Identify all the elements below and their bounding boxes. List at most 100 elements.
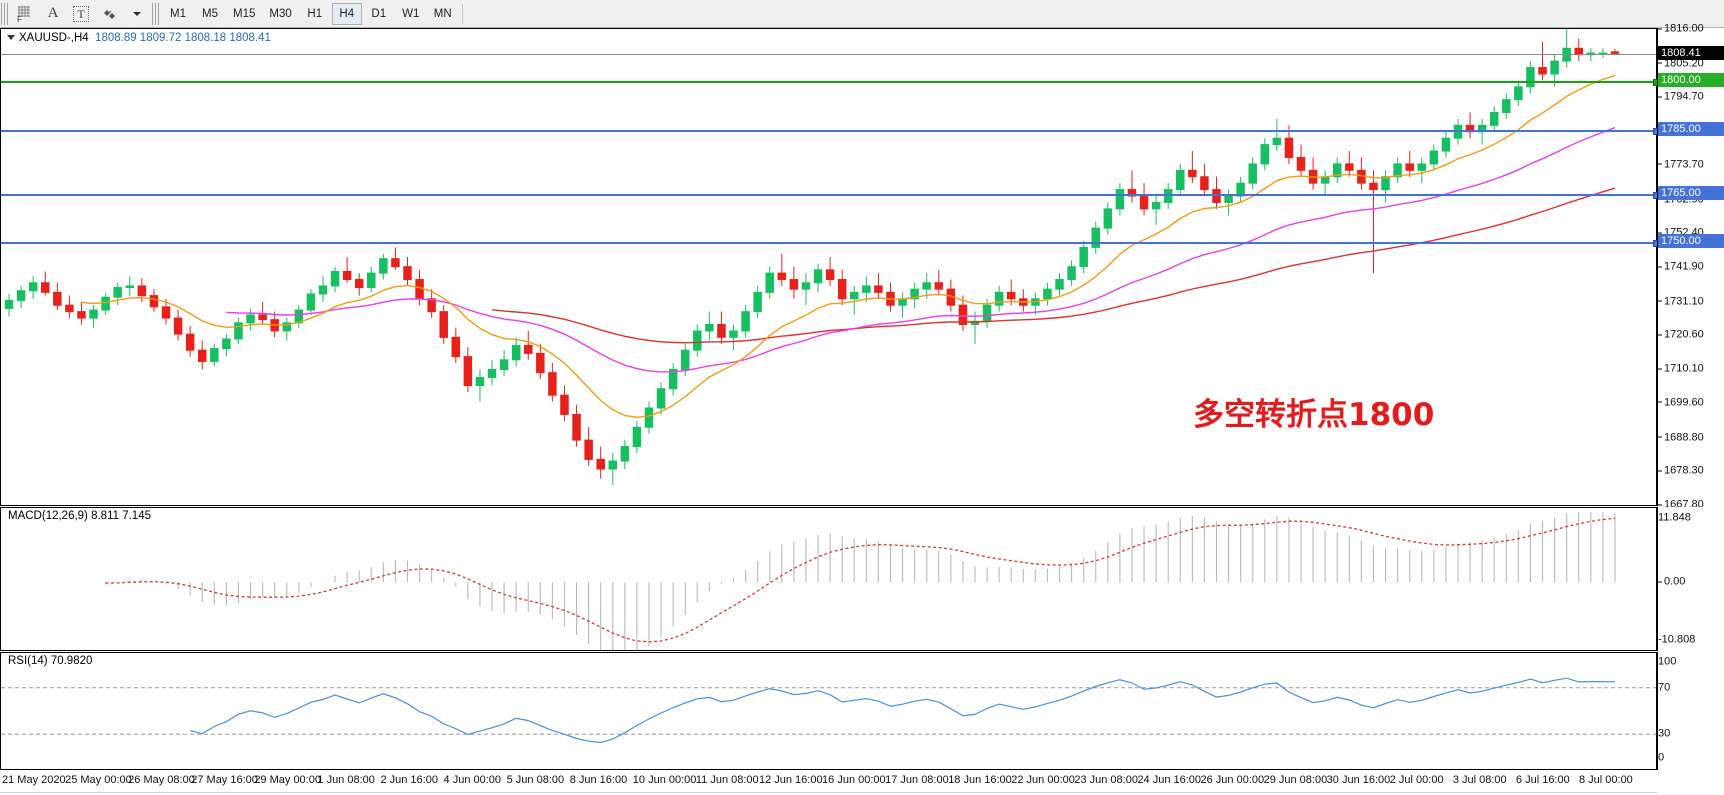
price-tick: 1720.60 <box>1658 328 1704 341</box>
macd-plot <box>1 508 1656 650</box>
price-tick-label: 1678.30 <box>1664 464 1704 477</box>
toolbar: F A T M1 M5 M15 M30 H1 H4 D1 W1 MN <box>0 0 1724 28</box>
rsi-tick: 70 <box>1658 682 1670 693</box>
rsi-tick: 0 <box>1658 752 1664 764</box>
time-axis-label: 8 Jun 16:00 <box>569 774 628 786</box>
price-badge-1808-41[interactable]: 1808.41 <box>1658 46 1724 61</box>
candlestick-svg <box>4 29 1620 486</box>
price-badge-1785-00[interactable]: 1785.00 <box>1658 121 1724 136</box>
toolbar-grip-2[interactable] <box>152 2 160 25</box>
symbol-label[interactable]: XAUUSD-,H4 1808.89 1809.72 1808.18 1808.… <box>7 32 271 44</box>
timeframe-d1[interactable]: D1 <box>371 7 387 20</box>
text-object-icon[interactable]: A <box>40 2 66 26</box>
price-tick: 1699.60 <box>1658 397 1704 408</box>
time-axis-label: 12 Jun 16:00 <box>758 774 823 786</box>
collapse-triangle-icon[interactable] <box>7 35 15 40</box>
price-badge-1750-00[interactable]: 1750.00 <box>1658 233 1724 248</box>
price-tick: 1752.40 <box>1658 226 1704 239</box>
macd-label: MACD(12,26,9) 8.811 7.145 <box>6 510 153 522</box>
chart-area: XAUUSD-,H4 1808.89 1809.72 1808.18 1808.… <box>0 23 1724 795</box>
chart-annotation-text: 多空转折点1800 <box>1193 397 1435 433</box>
timeframe-h1[interactable]: H1 <box>307 7 323 20</box>
price-tick: 1688.80 <box>1658 432 1704 443</box>
rsi-tick: 100 <box>1658 655 1677 668</box>
price-badge-1800-00[interactable]: 1800.00 <box>1658 73 1724 88</box>
time-axis-label: 17 Jun 08:00 <box>885 774 949 786</box>
toolbar-tools-group: F A T <box>11 0 151 28</box>
macd-svg <box>105 511 1616 650</box>
time-axis-label: 16 Jun 00:00 <box>822 774 886 786</box>
rsi-label: RSI(14) 70.9820 <box>6 655 95 667</box>
timeframe-m1[interactable]: M1 <box>170 7 186 20</box>
time-axis-label: 2 Jul 00:00 <box>1389 774 1444 786</box>
rsi-tick: 30 <box>1658 727 1671 740</box>
crosshair-icon[interactable]: F <box>12 2 38 26</box>
dropdown-arrow-icon[interactable] <box>124 2 150 26</box>
level-line-1750[interactable] <box>1 239 1660 247</box>
rsi-tick-label: 30 <box>1658 727 1671 740</box>
timeframe-m5[interactable]: M5 <box>202 7 218 20</box>
timeframe-m30[interactable]: M30 <box>269 7 292 20</box>
time-axis-label: 23 Jun 08:00 <box>1074 774 1138 786</box>
price-tick-label: 1731.10 <box>1664 295 1704 308</box>
price-axis[interactable]: 1816.001805.201794.701784.201773.701762.… <box>1657 23 1724 510</box>
timeframe-mn[interactable]: MN <box>433 7 452 20</box>
timeframe-h4[interactable]: H4 <box>331 2 362 25</box>
time-axis-label: 3 Jul 08:00 <box>1452 774 1507 786</box>
price-tick-label: 1752.40 <box>1664 226 1704 239</box>
macd-axis: 11.848 0.00 -10.808 <box>1657 507 1724 651</box>
price-tick-label: 1741.90 <box>1664 260 1704 273</box>
timeframe-m15[interactable]: M15 <box>233 7 256 20</box>
time-axis-label: 29 Jun 08:00 <box>1263 774 1328 786</box>
price-tick-label: 1720.60 <box>1664 328 1704 341</box>
timeframe-w1[interactable]: W1 <box>402 7 420 20</box>
time-axis-label: 5 Jun 08:00 <box>506 774 565 786</box>
price-tick: 1816.00 <box>1658 23 1704 35</box>
macd-tick-label: 0.00 <box>1664 575 1686 588</box>
level-line-1765[interactable] <box>1 191 1660 199</box>
price-tick-label: 1699.60 <box>1664 396 1704 409</box>
text-label-icon[interactable]: T <box>68 2 94 26</box>
toolbar-grip-1[interactable] <box>1 2 9 25</box>
rsi-tick-label: 100 <box>1658 655 1677 668</box>
macd-tick-label: 11.848 <box>1658 511 1691 524</box>
price-tick: 1805.20 <box>1658 58 1704 69</box>
price-tick: 1731.10 <box>1658 296 1704 307</box>
time-axis-label: 30 Jun 16:00 <box>1326 774 1391 786</box>
time-axis-label: 25 May 00:00 <box>65 774 132 786</box>
price-tick: 1678.30 <box>1658 464 1704 477</box>
time-axis-label: 26 Jun 00:00 <box>1200 774 1265 786</box>
level-line-1785[interactable] <box>1 127 1660 135</box>
macd-tick-label: -10.808 <box>1658 633 1696 646</box>
price-tick-label: 1710.10 <box>1664 362 1704 375</box>
rsi-panel[interactable]: RSI(14) 70.9820 <box>0 652 1657 770</box>
drawing-objects-icon[interactable] <box>96 2 122 26</box>
price-tick-label: 1667.80 <box>1664 498 1704 511</box>
time-axis-label: 10 Jun 00:00 <box>632 774 697 786</box>
price-plot[interactable] <box>1 29 1656 505</box>
price-tick: 1741.90 <box>1658 260 1704 273</box>
time-axis[interactable]: 21 May 2020 25 May 00:00 26 May 08:00 27 Ma… <box>0 771 1724 795</box>
macd-panel[interactable]: MACD(12,26,9) 8.811 7.145 <box>0 507 1657 651</box>
price-panel[interactable]: XAUUSD-,H4 1808.89 1809.72 1808.18 1808.… <box>0 28 1660 506</box>
time-axis-label: 27 May 16:00 <box>191 774 258 786</box>
macd-tick: -10.808 <box>1658 633 1696 646</box>
price-tick-label: 1773.70 <box>1664 158 1704 171</box>
time-axis-label: 6 Jul 16:00 <box>1515 774 1570 786</box>
rsi-plot <box>1 653 1656 769</box>
timeframe-group: M1 M5 M15 M30 H1 H4 D1 W1 MN <box>162 0 459 28</box>
price-tick: 1710.10 <box>1658 362 1704 375</box>
symbol-ohlc: 1808.89 1809.72 1808.18 1808.41 <box>95 32 271 44</box>
price-tick-label: 1805.20 <box>1664 57 1704 70</box>
level-line-1800[interactable] <box>1 79 1660 87</box>
time-axis-label: 2 Jun 16:00 <box>380 774 438 786</box>
caret-down-glyph <box>133 11 141 16</box>
time-axis-label: 22 Jun 00:00 <box>1011 774 1075 786</box>
price-tick: 1667.80 <box>1658 498 1704 511</box>
price-badge-1765-00[interactable]: 1765.00 <box>1658 185 1724 200</box>
price-tick: 1794.70 <box>1658 91 1704 103</box>
toolbar-divider <box>461 3 463 24</box>
time-axis-label: 24 Jun 16:00 <box>1137 774 1202 786</box>
symbol-name: XAUUSD-,H4 <box>19 32 89 44</box>
price-tick-label: 1688.80 <box>1664 431 1704 444</box>
